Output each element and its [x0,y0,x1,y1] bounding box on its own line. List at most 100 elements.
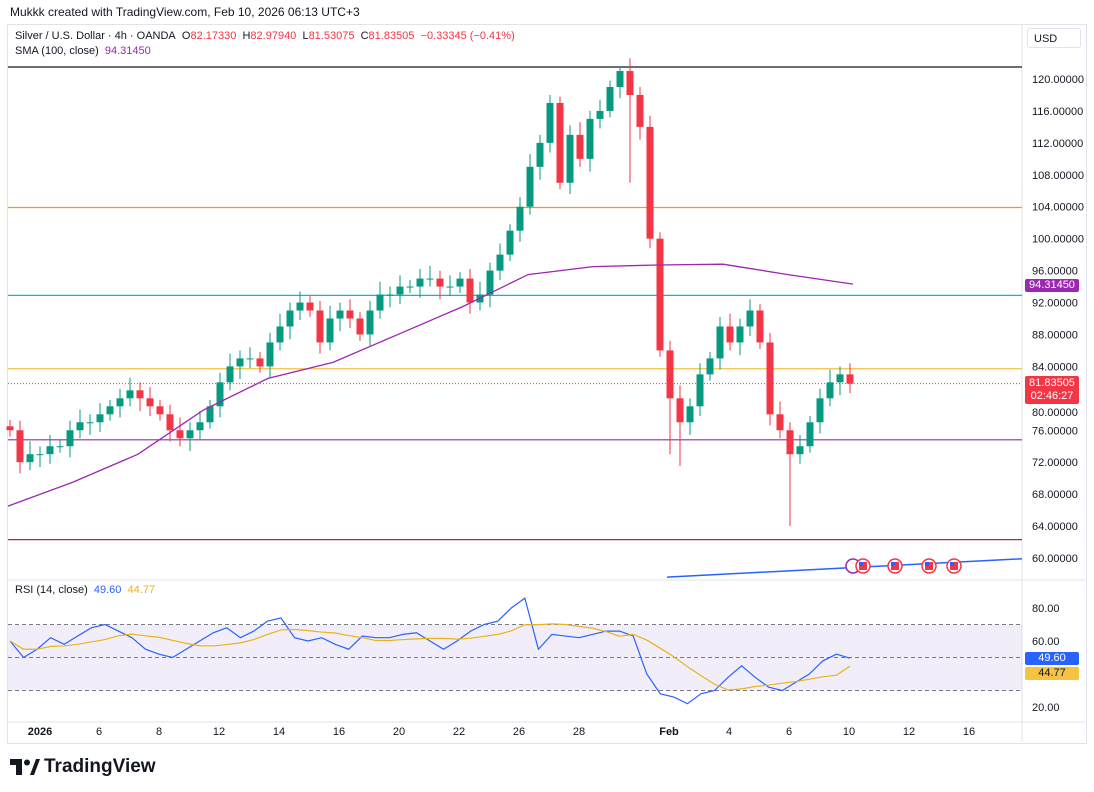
tradingview-logo-icon [10,759,40,775]
candle-body [426,278,434,280]
sma-label: SMA (100, close) [15,45,99,57]
candle-body [76,422,84,431]
candle-body [276,326,284,343]
us-flag-icon[interactable] [887,558,903,574]
symbol-legend[interactable]: Silver / U.S. Dollar · 4h · OANDA O82.17… [15,29,515,44]
price-tick-label: 72.00000 [1032,457,1078,469]
candle-body [836,374,844,383]
candle-body [296,302,304,311]
candle-body [626,71,634,95]
time-tick-label: 14 [273,726,285,738]
candle-body [226,366,234,383]
candle-body [496,254,504,271]
rsi-ma-value: 44.77 [127,584,156,596]
tradingview-logo[interactable]: TradingView [10,756,156,778]
rsi-value: 49.60 [93,584,122,596]
candle-body [286,310,294,327]
candle-body [126,390,134,399]
rsi-legend[interactable]: RSI (14, close) 49.60 44.77 [15,584,155,596]
time-tick-label: 2026 [28,726,52,738]
candle-body [576,134,584,159]
rsi-tag: 49.60 [1025,652,1079,665]
candle-body [56,446,64,448]
change-value: −0.33345 (−0.41%) [420,30,515,42]
candle-body [436,278,444,287]
trend-line [666,558,1023,578]
sma-legend[interactable]: SMA (100, close) 94.31450 [15,44,515,59]
candle-body [526,166,534,207]
time-tick-label: 28 [573,726,585,738]
price-tick-label: 68.00000 [1032,489,1078,501]
candle-body [616,71,624,87]
time-tick-label: 16 [963,726,975,738]
candle-body [546,102,554,143]
candle-body [716,326,724,359]
candle-body [206,406,214,423]
candle-body [846,374,854,384]
rsi-line [9,597,851,705]
rsi-label: RSI (14, close) [15,584,88,596]
price-tick-label: 80.00000 [1032,407,1078,419]
candle-body [156,406,164,415]
price-tick-label: 104.00000 [1032,202,1084,214]
candle-body [766,342,774,415]
candle-body [376,294,384,311]
high-value: 82.97940 [250,30,297,42]
price-tick-label: 120.00000 [1032,74,1084,86]
time-tick-label: 8 [156,726,162,738]
candle-body [396,286,404,295]
close-label: C [360,30,369,42]
candle-body [416,278,424,287]
candle-body [316,310,324,343]
close-value: 81.83505 [368,30,415,42]
time-tick-label: 4 [726,726,732,738]
candle-body [586,118,594,159]
time-tick-label: 6 [96,726,102,738]
candle-body [686,406,694,423]
candle-body [806,422,814,447]
candle-body [46,446,54,455]
candle-body [826,382,834,399]
candle-body [566,134,574,183]
price-tick-label: 100.00000 [1032,234,1084,246]
candle-body [166,414,174,431]
time-tick-label: 22 [453,726,465,738]
candle-body [746,310,754,327]
candle-body [336,310,344,319]
price-tick-label: 88.00000 [1032,329,1078,341]
time-tick-label: 6 [786,726,792,738]
candle-body [326,318,334,343]
us-flag-icon[interactable] [855,558,871,574]
candle-body [656,238,664,351]
price-tick-label: 116.00000 [1032,106,1083,118]
candle-body [536,142,544,167]
candle-body [116,398,124,407]
candle-body [676,398,684,423]
time-tick-label: 10 [843,726,855,738]
candle-body [6,426,14,431]
credit-text: Mukkk created with TradingView.com, Feb … [10,5,360,19]
candle-body [96,414,104,423]
rsi-tick-label: 20.00 [1032,702,1060,714]
us-flag-icon[interactable] [921,558,937,574]
symbol-name: Silver / U.S. Dollar · 4h · OANDA [15,30,176,42]
time-tick-label: 12 [213,726,225,738]
currency-button[interactable]: USD [1027,28,1081,48]
candle-body [266,342,274,367]
us-flag-icon[interactable] [946,558,962,574]
candle-body [516,206,524,231]
time-tick-label: 16 [333,726,345,738]
sma-value: 94.31450 [104,45,151,57]
time-tick-label: 20 [393,726,405,738]
candle-body [726,326,734,343]
candle-body [216,382,224,407]
open-label: O [181,30,191,42]
time-tick-label: Feb [659,726,679,738]
candle-body [406,286,414,288]
price-tick-label: 92.00000 [1032,298,1078,310]
flag-canton [859,562,863,566]
candle-body [466,278,474,303]
candle-body [666,350,674,399]
candle-body [816,398,824,423]
